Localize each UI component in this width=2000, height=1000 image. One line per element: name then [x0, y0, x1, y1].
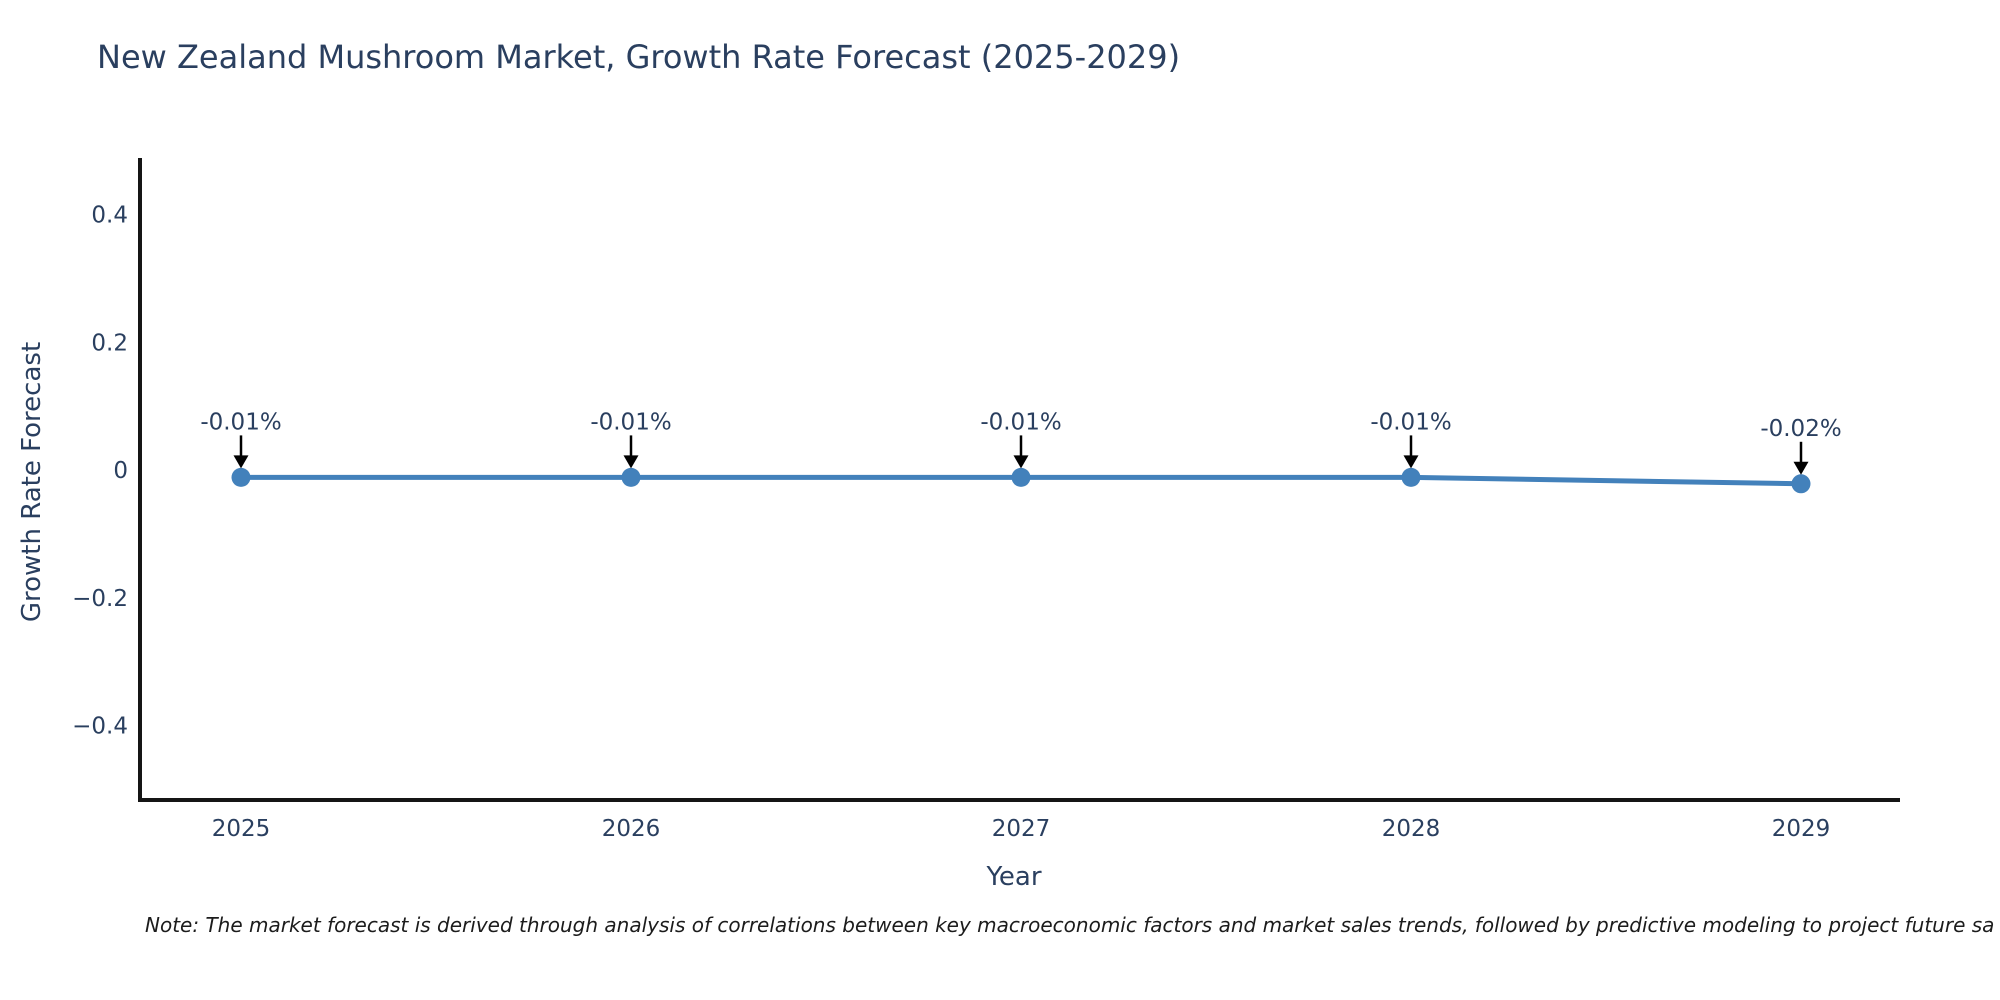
data-point-marker	[621, 467, 641, 487]
x-tick-label: 2026	[602, 816, 661, 842]
data-point-marker	[1791, 474, 1811, 494]
data-point-label: -0.01%	[200, 409, 281, 435]
chart-title: New Zealand Mushroom Market, Growth Rate…	[97, 38, 1181, 76]
data-point-label: -0.02%	[1760, 416, 1841, 442]
x-tick-label: 2028	[1382, 816, 1441, 842]
footnote: Note: The market forecast is derived thr…	[145, 913, 1995, 937]
y-tick-label: −0.4	[72, 714, 128, 740]
annotation-arrowhead-icon	[233, 455, 249, 469]
data-point-marker	[1011, 467, 1031, 487]
data-point-marker	[231, 467, 251, 487]
annotation-arrowhead-icon	[1793, 461, 1809, 475]
x-tick-label: 2029	[1772, 816, 1831, 842]
y-tick-label: 0.4	[91, 202, 128, 228]
x-tick-label: 2027	[992, 816, 1051, 842]
annotation-arrowhead-icon	[623, 455, 639, 469]
data-point-label: -0.01%	[1370, 409, 1451, 435]
y-tick-label: −0.2	[72, 586, 128, 612]
annotation-arrowhead-icon	[1013, 455, 1029, 469]
x-axis-title: Year	[986, 862, 1042, 892]
y-tick-label: 0	[113, 458, 128, 484]
y-tick-label: 0.2	[91, 330, 128, 356]
data-point-marker	[1401, 467, 1421, 487]
data-point-label: -0.01%	[590, 409, 671, 435]
annotation-arrowhead-icon	[1403, 455, 1419, 469]
x-tick-label: 2025	[212, 816, 271, 842]
data-point-label: -0.01%	[980, 409, 1061, 435]
